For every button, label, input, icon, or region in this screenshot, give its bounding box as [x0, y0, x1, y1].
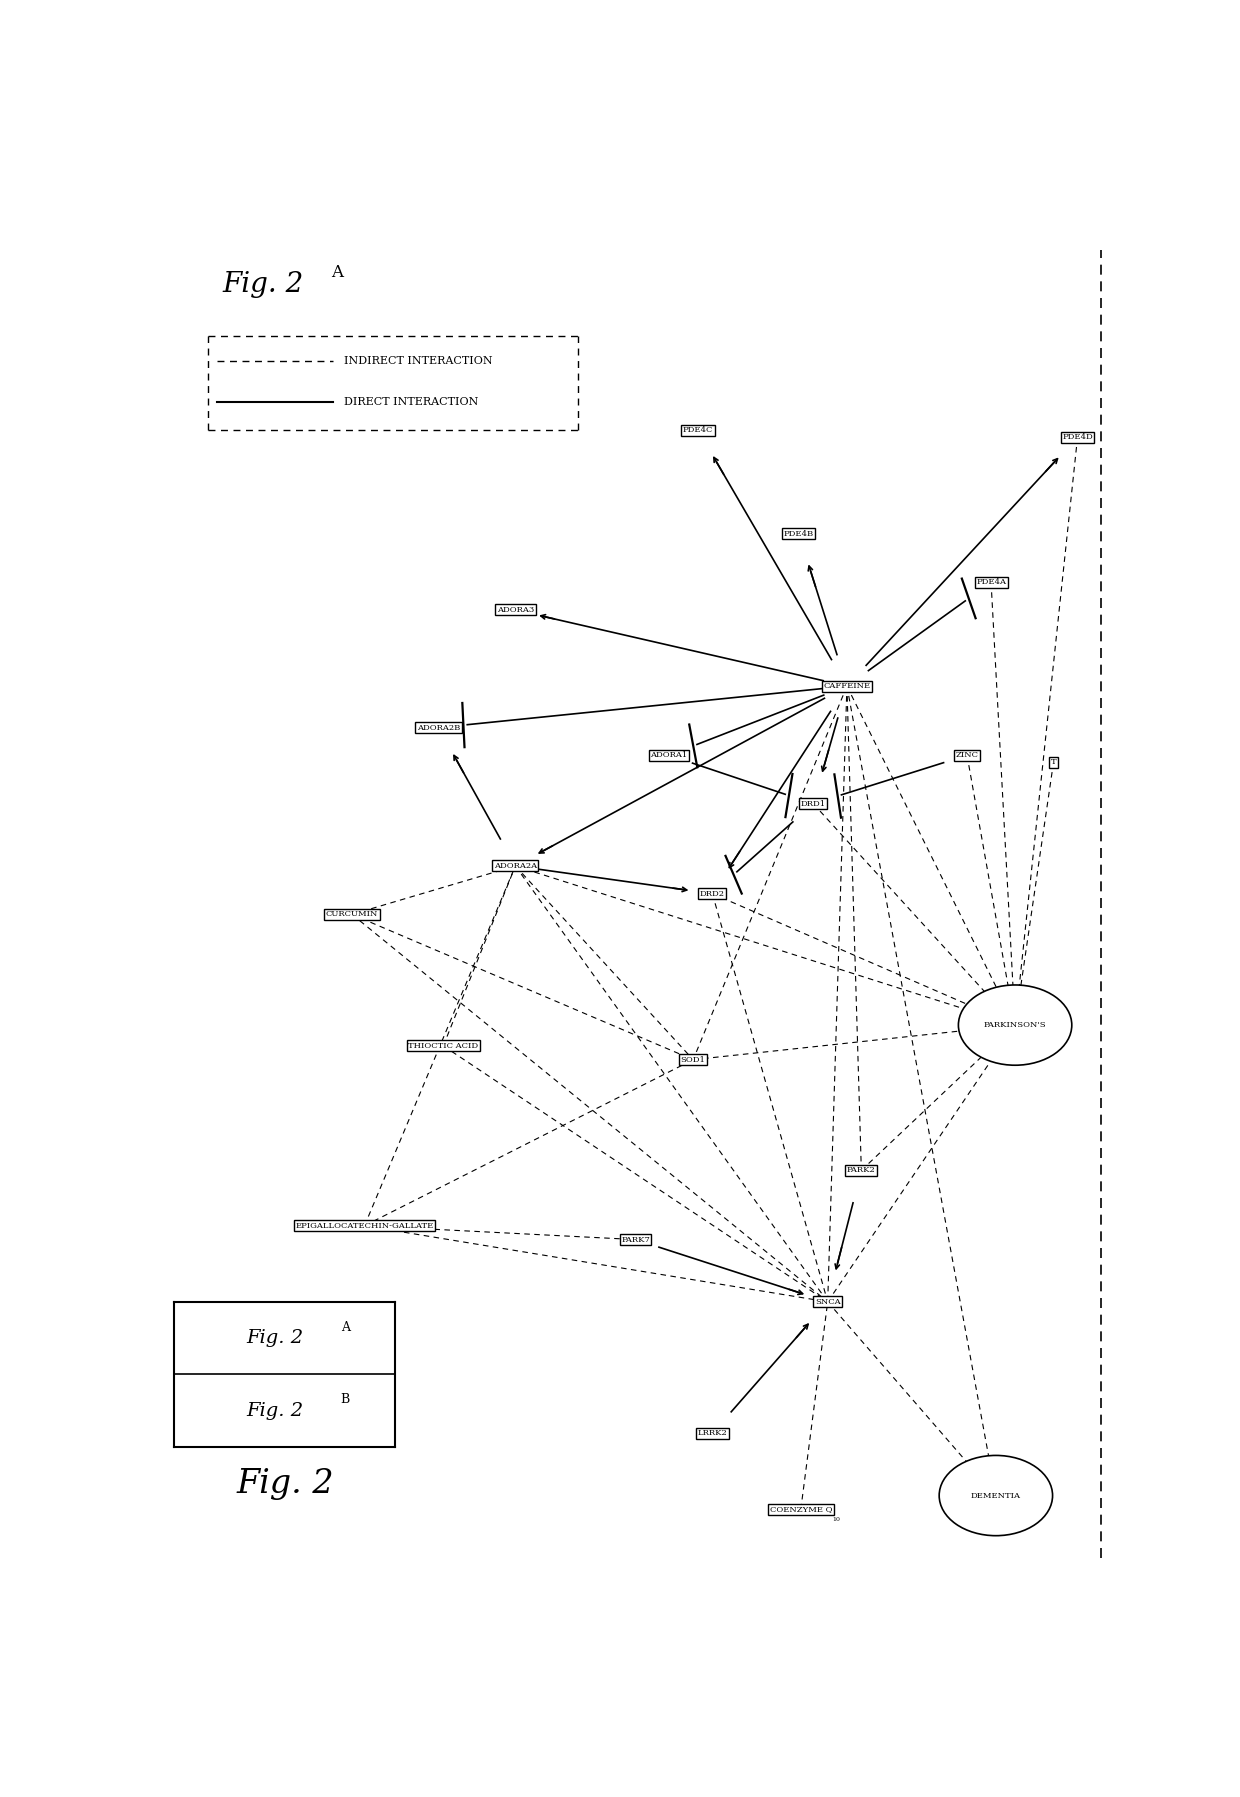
Text: LRRK2: LRRK2: [698, 1429, 727, 1438]
Text: B: B: [341, 1393, 350, 1407]
Text: Fig. 2: Fig. 2: [247, 1402, 304, 1420]
Text: CURCUMIN: CURCUMIN: [326, 911, 378, 918]
Text: T: T: [1050, 758, 1056, 766]
Text: Fig. 2: Fig. 2: [237, 1468, 335, 1500]
Text: Fig. 2: Fig. 2: [247, 1330, 304, 1348]
Text: A: A: [331, 264, 343, 280]
Text: Fig. 2: Fig. 2: [222, 271, 304, 298]
Text: PARK7: PARK7: [621, 1236, 650, 1244]
Text: 10: 10: [832, 1517, 841, 1522]
Text: INDIRECT INTERACTION: INDIRECT INTERACTION: [345, 356, 494, 367]
Ellipse shape: [939, 1456, 1053, 1536]
Text: DRD2: DRD2: [699, 890, 725, 898]
Text: PDE4D: PDE4D: [1063, 433, 1092, 440]
Text: PDE4C: PDE4C: [683, 426, 713, 435]
Text: DIRECT INTERACTION: DIRECT INTERACTION: [345, 397, 479, 408]
Text: ADORA3: ADORA3: [497, 606, 534, 615]
Text: ADORA1: ADORA1: [651, 751, 688, 760]
Text: SOD1: SOD1: [681, 1055, 706, 1064]
Text: PDE4B: PDE4B: [784, 530, 813, 537]
Text: THIOCTIC ACID: THIOCTIC ACID: [408, 1042, 479, 1049]
Text: ADORA2A: ADORA2A: [494, 863, 537, 870]
Text: ADORA2B: ADORA2B: [417, 724, 460, 731]
Text: PDE4A: PDE4A: [976, 579, 1006, 586]
Text: EPIGALLOCATECHIN-GALLATE: EPIGALLOCATECHIN-GALLATE: [295, 1222, 434, 1229]
Text: DEMENTIA: DEMENTIA: [971, 1492, 1021, 1499]
Text: A: A: [341, 1321, 350, 1333]
Text: PARK2: PARK2: [847, 1166, 875, 1175]
Ellipse shape: [959, 985, 1071, 1066]
Text: COENZYME Q: COENZYME Q: [770, 1506, 832, 1513]
Text: ZINC: ZINC: [956, 751, 978, 760]
Text: CAFFEINE: CAFFEINE: [823, 683, 870, 690]
Text: DRD1: DRD1: [801, 800, 826, 807]
Text: SNCA: SNCA: [815, 1297, 841, 1306]
Text: PARKINSON'S: PARKINSON'S: [983, 1021, 1047, 1030]
